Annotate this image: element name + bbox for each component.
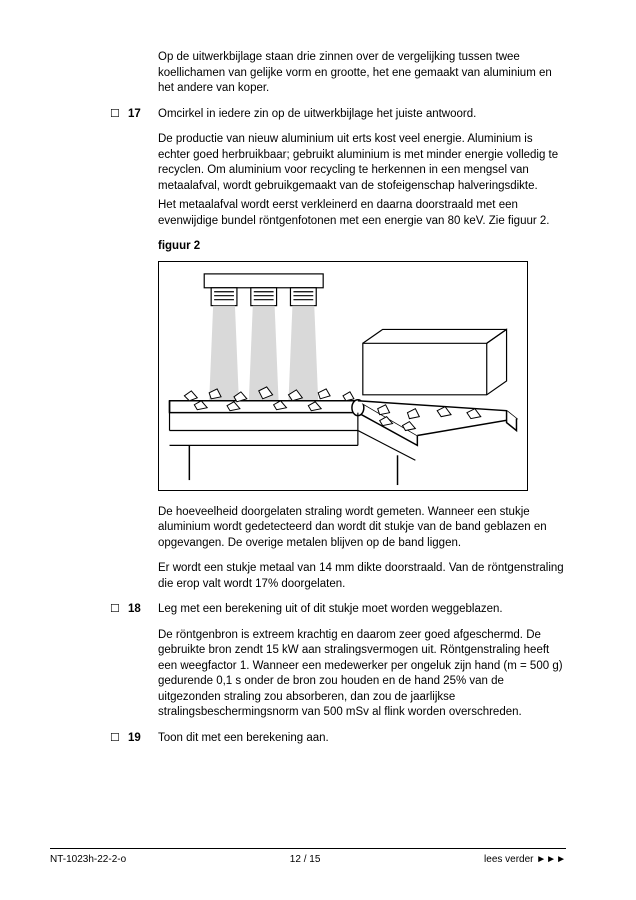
figure-2	[158, 261, 528, 491]
q17-mark: ☐	[110, 107, 128, 123]
production-paragraph: De productie van nieuw aluminium uit ert…	[158, 132, 566, 194]
question-17-row: ☐ 17 Omcirkel in iedere zin op de uitwer…	[110, 107, 566, 123]
detect-paragraph: De hoeveelheid doorgelaten straling word…	[158, 505, 566, 552]
process-paragraph: Het metaalafval wordt eerst verkleinerd …	[158, 198, 566, 229]
q18-mark: ☐	[110, 602, 128, 618]
footer-right: lees verder ►►►	[484, 853, 566, 867]
q17-text: Omcirkel in iedere zin op de uitwerkbijl…	[158, 107, 566, 123]
q18-number: 18	[128, 602, 158, 618]
q17-number: 17	[128, 107, 158, 123]
footer-left: NT-1023h-22-2-o	[50, 853, 126, 867]
q19-text: Toon dit met een berekening aan.	[158, 731, 566, 747]
figure-label: figuur 2	[158, 239, 566, 255]
xray-conveyor-diagram	[159, 262, 527, 490]
question-18-row: ☐ 18 Leg met een berekening uit of dit s…	[110, 602, 566, 618]
page-footer: NT-1023h-22-2-o 12 / 15 lees verder ►►►	[50, 848, 566, 867]
intro-paragraph: Op de uitwerkbijlage staan drie zinnen o…	[158, 50, 566, 97]
footer-center: 12 / 15	[290, 853, 321, 867]
source-paragraph: De röntgenbron is extreem krachtig en da…	[158, 628, 566, 721]
q19-mark: ☐	[110, 731, 128, 747]
q19-number: 19	[128, 731, 158, 747]
sample-paragraph: Er wordt een stukje metaal van 14 mm dik…	[158, 561, 566, 592]
question-19-row: ☐ 19 Toon dit met een berekening aan.	[110, 731, 566, 747]
q18-text: Leg met een berekening uit of dit stukje…	[158, 602, 566, 618]
